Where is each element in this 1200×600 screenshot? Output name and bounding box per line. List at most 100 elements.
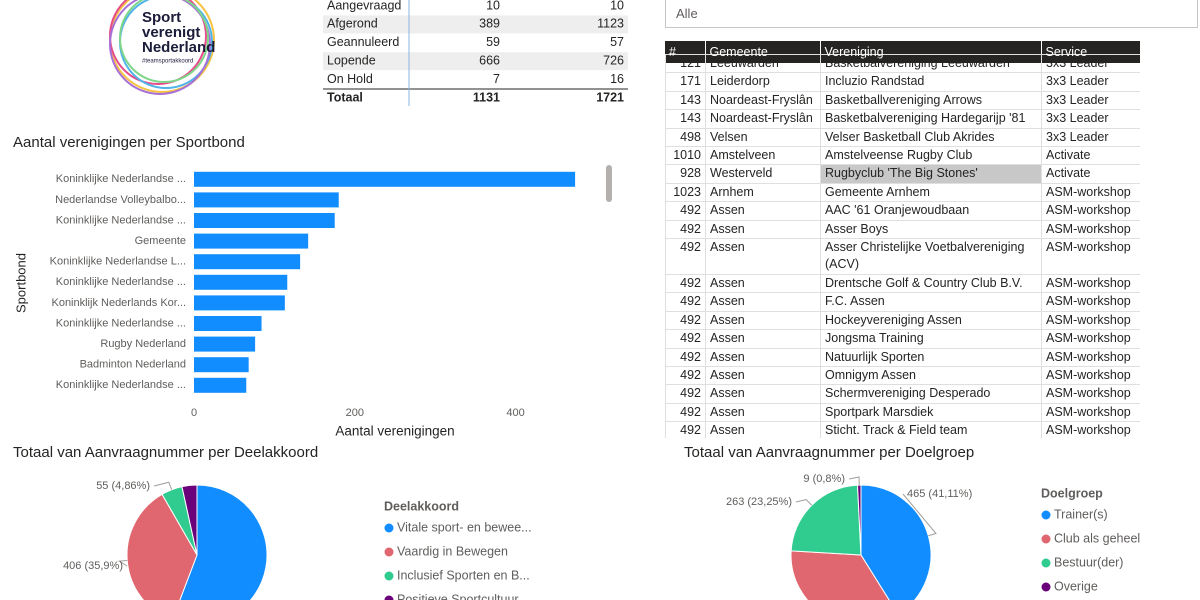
table-total: 1721 [596,90,624,104]
table-cell: Incluzio Randstad [820,72,1042,92]
table-cell: 492 [665,384,706,404]
table-cell: Afgerond [327,17,378,31]
leader-line [117,560,128,567]
table-cell: Rugbyclub 'The Big Stones' [820,164,1042,184]
table-cell: Gemeente Arnhem [820,182,1042,203]
leader-line [902,493,937,537]
y-tick-label: Badminton Nederland [80,359,186,371]
logo-text: Sport [142,9,181,26]
table-cell: 1023 [665,182,706,203]
table-cell: Assen [705,238,821,275]
row-bg [323,15,628,34]
table-cell: ASM-workshop [1041,219,1140,240]
y-tick-label: Koninklijke Nederlandse ... [56,317,186,329]
table-cell: Assen [705,421,821,438]
table-cell: Omnigym Assen [820,365,1042,386]
logo-text: Nederland [142,39,215,56]
pie-slice [790,484,862,556]
table-cell: ASM-workshop [1041,347,1140,367]
table-cell: Natuurlijk Sporten [820,347,1042,367]
table-cell: 143 [665,90,706,111]
table-total: 1131 [473,90,500,104]
table-row: 121 Leeuwarden Basketbalvereniging Leeuwar… [665,53,1140,74]
table-cell: 3x3 Leader [1041,109,1140,129]
bar [194,171,576,187]
table-cell: 928 [665,164,706,184]
legend-label: Inclusief Sporten en B... [397,568,530,582]
table-cell: 7 [493,72,500,86]
table-cell: ASM-workshop [1041,292,1140,312]
table-cell: Assen [705,402,821,423]
leader-line [795,499,813,506]
table-row: 492 Assen Asser Boys ASM-workshop [665,219,1140,240]
table-cell: Assen [705,384,821,404]
table-cell: 492 [665,365,706,386]
table-cell: 389 [479,17,500,31]
table-cell: 492 [665,347,706,367]
table-cell: Schermvereniging Desperado [820,384,1042,404]
table-row: 928 Westerveld Rugbyclub 'The Big Stones' A… [665,164,1140,184]
table-row: 171 Leiderdorp Incluzio Randstad 3x3 Leader [665,72,1140,92]
legend-marker [1041,534,1051,544]
table-row: 1023 Arnhem Gemeente Arnhem ASM-workshop [665,182,1140,203]
table-cell: Amstelveense Rugby Club [820,146,1042,166]
table-cell: 492 [665,402,706,423]
table-row: 143 Noardeast-Fryslân Basketbalvereniging … [665,109,1140,129]
table-cell: Westerveld [705,164,821,184]
y-tick-label: Gemeente [135,235,186,247]
table-row: 1010 Amstelveen Amstelveense Rugby Club Act… [665,146,1140,166]
table-row: 492 Assen Jongsma Training ASM-workshop [665,329,1140,349]
table-row: 492 Assen Schermvereniging Desperado ASM-wo… [665,384,1140,404]
table-cell: 666 [479,53,500,67]
table-row: 492 Assen Drentsche Golf & Country Club B.… [665,273,1140,294]
legend-marker [384,595,394,600]
scrollbar [606,165,612,202]
bar [194,213,335,228]
table-cell: Aangevraagd [327,0,401,12]
y-tick-label: Koninklijke Nederlandse ... [56,276,186,288]
table-cell: 492 [665,421,706,438]
pie-slice [126,493,198,600]
table-cell: ASM-workshop [1041,201,1140,221]
filter-dropdown[interactable]: Alle [665,0,1198,28]
legend-marker [1041,582,1051,592]
table-cell: Basketbalvereniging Hardegarijp '81 [820,109,1042,129]
table-row: 492 Assen Natuurlijk Sporten ASM-workshop [665,347,1140,367]
table-cell: Assen [705,310,821,331]
table-cell: Sportpark Marsdiek [820,402,1042,423]
bar [194,254,301,270]
legend-marker [384,523,394,533]
table-row: 492 Assen AAC '61 Oranjewoudbaan ASM-worksh… [665,201,1140,221]
y-tick-label: Nederlandse Volleybalbo... [55,194,186,206]
table-cell: 3x3 Leader [1041,72,1140,92]
table-cell: Geannuleerd [327,35,399,49]
table-cell: ASM-workshop [1041,238,1140,275]
table-cell: Amstelveen [705,146,821,166]
table-cell: 57 [610,35,624,49]
table-cell: 10 [486,0,500,12]
leader-line [153,481,173,490]
legend-label: Vaardig in Bewegen [397,544,508,558]
table-cell: Hockeyvereniging Assen [820,310,1042,331]
member-body: 121 Leeuwarden Basketbalvereniging Leeuwar… [665,53,1140,438]
table-cell: 498 [665,127,706,148]
table-cell: ASM-workshop [1041,273,1140,294]
table-cell: 143 [665,109,706,129]
table-cell: 492 [665,238,706,275]
table-row: 492 Assen Sportpark Marsdiek ASM-workshop [665,402,1140,423]
legend-marker [1041,510,1051,520]
table-cell: 492 [665,329,706,349]
table-cell: ASM-workshop [1041,329,1140,349]
legend-title: Deelakkoord [384,499,459,513]
table-cell: Asser Boys [820,219,1042,240]
table-cell: 3x3 Leader [1041,53,1140,74]
table-cell: 726 [603,53,624,67]
table-cell: ASM-workshop [1041,384,1140,404]
legend-label: Trainer(s) [1054,507,1108,521]
table-cell: Leeuwarden [705,53,821,74]
table-cell: On Hold [327,72,373,86]
x-tick-label: 200 [346,407,364,419]
table-cell: F.C. Assen [820,292,1042,312]
